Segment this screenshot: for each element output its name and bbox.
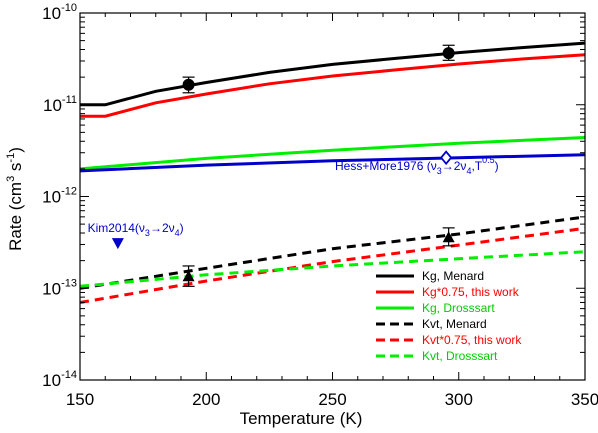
legend-label: Kg, Drosssart xyxy=(422,301,495,315)
legend-label: Kvt, Menard xyxy=(422,317,487,331)
y-tick-base: 10 xyxy=(42,4,61,23)
annotation-part: ν xyxy=(431,159,437,173)
series-line-kg-menard xyxy=(80,41,586,107)
annotation-part: ,T xyxy=(471,159,482,173)
annotation-part: 4 xyxy=(466,166,471,176)
x-tick-label: 150 xyxy=(66,390,94,409)
series-lines xyxy=(79,41,586,304)
annotation-part: Hess+More1976 ( xyxy=(335,159,431,173)
y-tick-exponent: -14 xyxy=(61,369,77,381)
series-line-kvt-0-75-this-work xyxy=(79,226,586,304)
y-tick-label: 10-12 xyxy=(42,186,77,207)
y-axis-label-sup2: -1 xyxy=(5,153,17,163)
y-tick-label: 10-11 xyxy=(43,94,77,115)
series-line-kvt-menard xyxy=(79,215,586,290)
legend: Kg, Menard Kg*0.75, this work Kg, Drosssar… xyxy=(376,269,522,363)
y-tick-exponent: -11 xyxy=(62,94,77,106)
data-point-circle xyxy=(442,47,455,60)
data-point-circle xyxy=(182,78,195,91)
annotation-part: →2ν xyxy=(150,221,175,235)
annotation-part: 3 xyxy=(437,166,442,176)
y-tick-base: 10 xyxy=(43,96,62,115)
x-tick-label: 300 xyxy=(445,390,473,409)
annotation-part: ) xyxy=(495,159,499,173)
series-line-kg-drosssart xyxy=(79,136,586,171)
annotation-part: 0.5 xyxy=(482,155,495,165)
annotation-hess: Hess+More1976 (ν3→2ν4,T0.5) xyxy=(335,155,499,176)
series-line-kvt-drosssart xyxy=(79,250,586,288)
y-axis-label: Rate (cm3 s-1) xyxy=(5,147,25,251)
y-tick-label: 10-10 xyxy=(42,2,77,23)
annotation-part: Kim2014( xyxy=(88,221,139,235)
y-tick-exponent: -10 xyxy=(61,2,77,14)
x-axis-ticks: 150 200 250 300 350 xyxy=(66,13,598,409)
annotation-kim: Kim2014(ν3→2ν4) xyxy=(88,221,184,238)
annotation-part: ν xyxy=(139,221,145,235)
y-axis-label-mid: s xyxy=(6,163,25,176)
annotation-part: 3 xyxy=(145,228,150,238)
annotation-part: ) xyxy=(180,221,184,235)
legend-label: Kg, Menard xyxy=(422,269,484,283)
series-line-hess-more1976 xyxy=(79,153,586,173)
y-tick-label: 10-14 xyxy=(42,369,77,390)
data-point-diamond xyxy=(439,150,453,166)
y-tick-base: 10 xyxy=(42,188,61,207)
x-tick-label: 250 xyxy=(318,390,346,409)
y-axis-label-sup1: 3 xyxy=(5,176,17,182)
y-tick-label: 10-13 xyxy=(42,277,77,298)
annotations: Hess+More1976 (ν3→2ν4,T0.5)Kim2014(ν3→2ν… xyxy=(88,155,499,238)
y-axis-label-end: ) xyxy=(6,147,25,153)
y-tick-exponent: -13 xyxy=(61,277,77,289)
series-line-kg-0-75-this-work xyxy=(80,53,586,118)
plot-frame xyxy=(79,12,586,381)
x-axis-label: Temperature (K) xyxy=(240,409,363,428)
x-tick-label: 200 xyxy=(192,390,220,409)
x-tick-label: 350 xyxy=(571,390,598,409)
legend-label: Kvt, Drosssart xyxy=(422,349,498,363)
legend-label: Kg*0.75, this work xyxy=(422,285,520,299)
y-tick-exponent: -12 xyxy=(61,186,77,198)
data-point-triangle-up xyxy=(182,270,195,282)
data-point-triangle-down xyxy=(111,238,124,250)
legend-label: Kvt*0.75, this work xyxy=(422,333,522,347)
y-axis-label-main: Rate (cm xyxy=(6,182,25,251)
annotation-part: →2ν xyxy=(442,159,467,173)
annotation-part: 4 xyxy=(175,228,180,238)
y-tick-base: 10 xyxy=(42,371,61,390)
data-point-triangle-up xyxy=(442,231,455,243)
y-tick-base: 10 xyxy=(42,279,61,298)
data-points xyxy=(111,44,455,287)
